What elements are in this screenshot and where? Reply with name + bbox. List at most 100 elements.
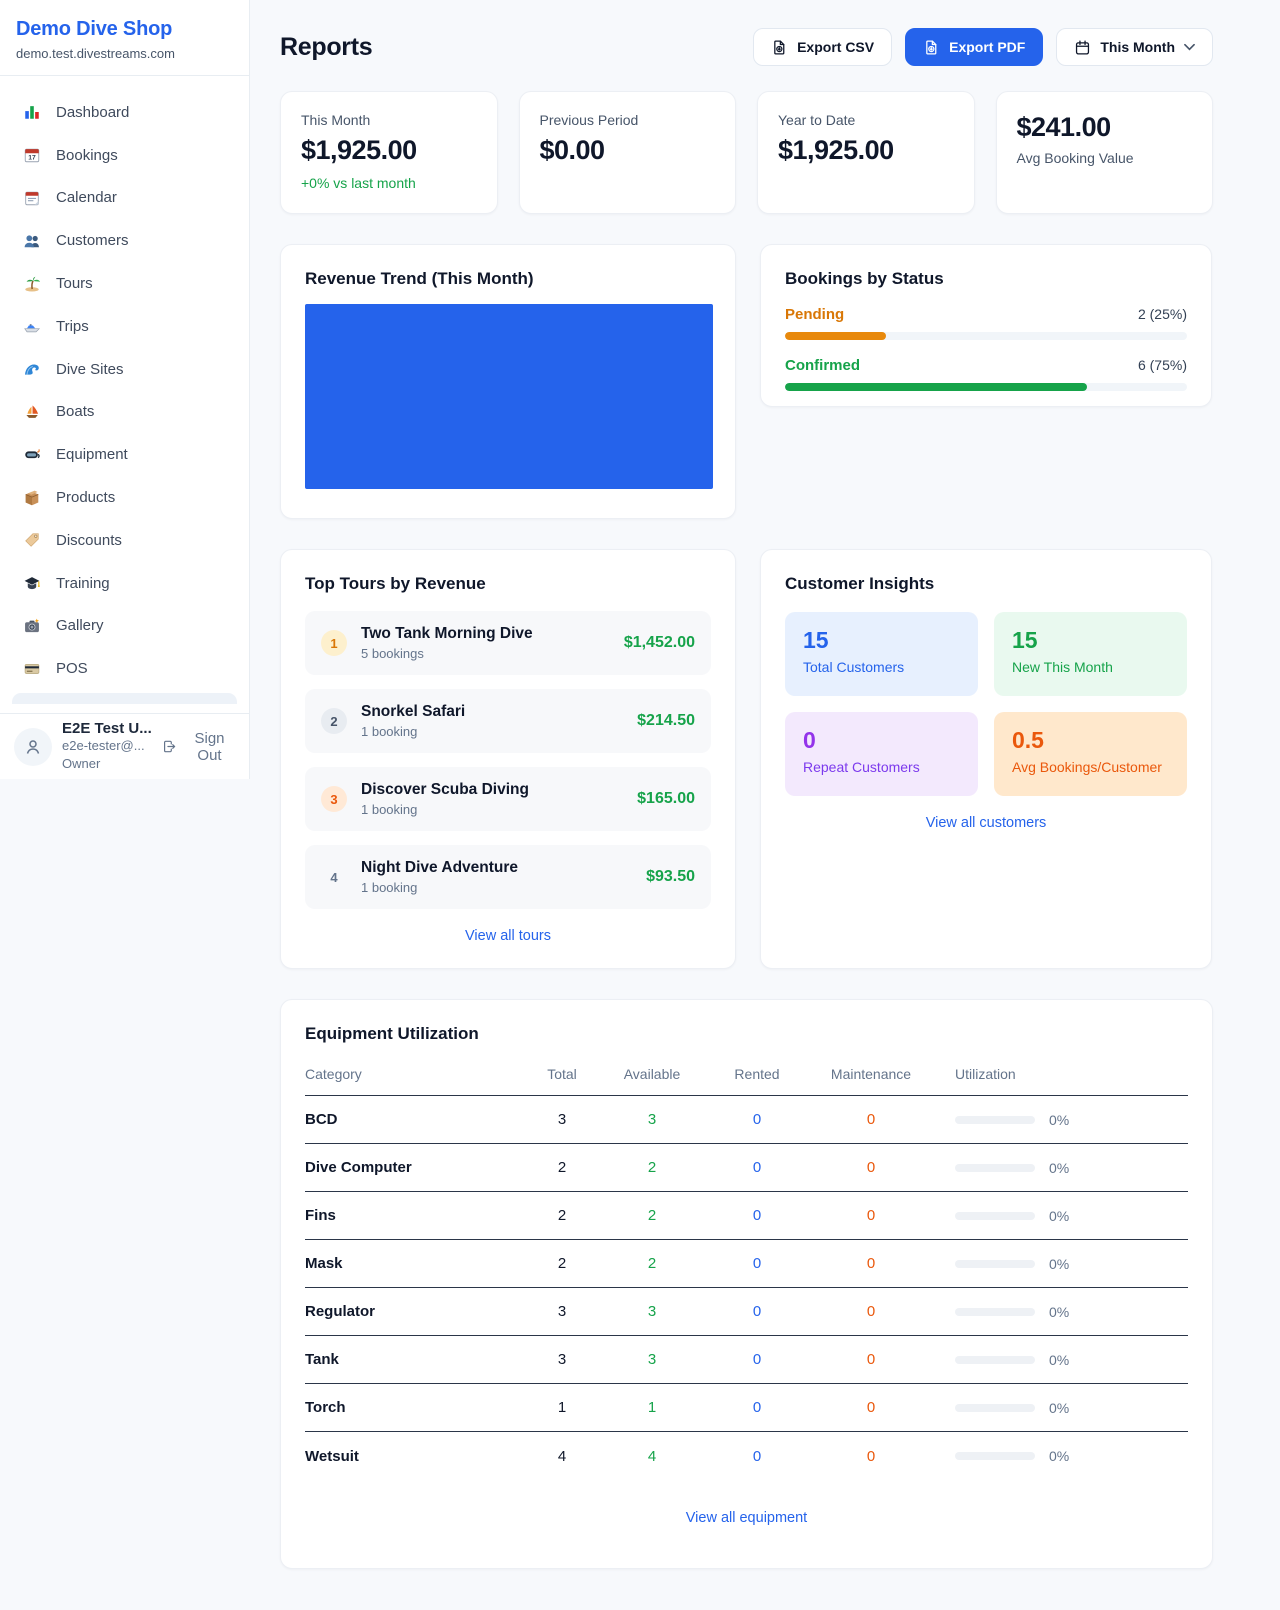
sidebar-item-gallery[interactable]: Gallery [12, 605, 237, 648]
sidebar-item-label: Boats [56, 403, 95, 421]
cell-rented: 0 [752, 1111, 762, 1128]
tour-bookings: 5 bookings [361, 646, 424, 661]
insight-value: 0 [803, 727, 816, 753]
rank-badge: 4 [330, 869, 338, 885]
table-row: Mask 2 2 0 0 0% [305, 1240, 1188, 1288]
sidebar-item-dashboard[interactable]: Dashboard [12, 91, 237, 134]
brand: Demo Dive Shop demo.test.divestreams.com [0, 0, 249, 76]
insight-tile: 15 Total Customers [785, 612, 978, 696]
cell-rented: 0 [752, 1399, 762, 1416]
insight-label: Total Customers [803, 659, 905, 675]
sidebar-item-trips[interactable]: Trips [12, 305, 237, 348]
cell-utilization: 0% [935, 1352, 1188, 1368]
status-bar-track [785, 332, 1187, 340]
table-row: Torch 1 1 0 0 0% [305, 1384, 1188, 1432]
cell-maintenance: 0 [866, 1303, 876, 1320]
brand-domain: demo.test.divestreams.com [16, 46, 175, 61]
graduation-cap-icon [22, 574, 42, 592]
stat-label: Year to Date [778, 112, 856, 128]
table-row: Dive Computer 2 2 0 0 0% [305, 1144, 1188, 1192]
tear-off-calendar-icon [22, 189, 42, 207]
sidebar-item-training[interactable]: Training [12, 562, 237, 605]
sidebar-item-customers[interactable]: Customers [12, 219, 237, 262]
sidebar-item-label: Training [56, 574, 110, 592]
cell-rented: 0 [752, 1207, 762, 1224]
stat-value: $0.00 [539, 135, 606, 165]
insight-tile: 0 Repeat Customers [785, 712, 978, 796]
column-header-category: Category [305, 1066, 362, 1082]
utilization-percent: 0% [1049, 1255, 1070, 1272]
tour-amount: $165.00 [637, 790, 695, 807]
file-download-icon [926, 39, 937, 55]
utilization-percent: 0% [1049, 1399, 1070, 1416]
export-csv-button[interactable]: Export CSV [753, 28, 893, 66]
view-all-customers-link[interactable]: View all customers [925, 815, 1047, 831]
view-all-tours-link[interactable]: View all tours [465, 928, 551, 944]
insight-value: 15 [1012, 627, 1038, 653]
table-row: Fins 2 2 0 0 0% [305, 1192, 1188, 1240]
utilization-bar-track [955, 1452, 1035, 1460]
cell-total: 3 [557, 1351, 567, 1368]
person-icon [26, 739, 40, 754]
bookings-by-status-title: Bookings by Status [785, 269, 944, 288]
sidebar-item-calendar[interactable]: Calendar [12, 177, 237, 220]
table-row: Wetsuit 4 4 0 0 0% [305, 1432, 1188, 1480]
status-value: 2 (25%) [1137, 306, 1187, 322]
stat-delta: +0% vs last month [301, 175, 416, 191]
cell-maintenance: 0 [866, 1351, 876, 1368]
tour-name: Snorkel Safari [361, 703, 466, 720]
tag-icon [22, 531, 42, 549]
tour-row: 3 Discover Scuba Diving 1 booking $165.0… [305, 767, 711, 831]
sidebar-item-boats[interactable]: Boats [12, 391, 237, 434]
stat-label: Previous Period [539, 112, 639, 128]
sidebar-item-tours[interactable]: Tours [12, 262, 237, 305]
sidebar-item-pos[interactable]: POS [12, 647, 237, 690]
status-bar-track [785, 383, 1187, 391]
sidebar-item-bookings[interactable]: Bookings [12, 134, 237, 177]
user-info: E2E Test U... e2e-tester@... Owner [62, 720, 152, 772]
rank-badge: 1 [321, 630, 347, 656]
sidebar-item-products[interactable]: Products [12, 476, 237, 519]
sidebar-nav: Dashboard Bookings Calendar Customers To… [0, 76, 249, 690]
sidebar-item-label: Bookings [56, 146, 118, 164]
cell-category: Torch [305, 1399, 346, 1416]
stat-label: This Month [301, 112, 371, 128]
cell-category: Wetsuit [305, 1447, 359, 1465]
stat-value: $1,925.00 [301, 135, 417, 165]
cell-utilization: 0% [935, 1304, 1188, 1320]
utilization-percent: 0% [1049, 1207, 1070, 1224]
tour-bookings: 1 booking [361, 724, 418, 739]
brand-name[interactable]: Demo Dive Shop [16, 18, 173, 40]
sidebar-item-discounts[interactable]: Discounts [12, 519, 237, 562]
sidebar-item-equipment[interactable]: Equipment [12, 433, 237, 476]
utilization-bar-track [955, 1115, 1035, 1124]
view-all-equipment-link[interactable]: View all equipment [685, 1510, 808, 1526]
insight-tiles: 15 Total Customers 15 New This Month 0 R… [785, 612, 1187, 796]
sailboat-icon [22, 403, 42, 421]
cell-maintenance: 0 [866, 1399, 876, 1416]
table-header: Category Total Available Rented Maintena… [305, 1052, 1188, 1096]
tour-name: Night Dive Adventure [361, 859, 519, 876]
status-row: Confirmed 6 (75%) [785, 357, 1187, 391]
export-pdf-button[interactable]: Export PDF [905, 28, 1044, 66]
sidebar-item-label: Trips [56, 317, 89, 335]
tour-row: 2 Snorkel Safari 1 booking $214.50 [305, 689, 711, 753]
cell-maintenance: 0 [866, 1207, 876, 1224]
cell-rented: 0 [752, 1159, 762, 1176]
utilization-percent: 0% [1049, 1159, 1070, 1176]
chevron-down-icon [1184, 43, 1195, 51]
period-dropdown[interactable]: This Month [1056, 28, 1213, 66]
status-label: Pending [785, 306, 845, 323]
calendar-icon [1076, 39, 1090, 55]
cell-total: 2 [557, 1255, 567, 1272]
stats-row: This Month $1,925.00 +0% vs last month P… [280, 91, 1213, 214]
tour-name: Discover Scuba Diving [361, 781, 529, 798]
sidebar-item-dive-sites[interactable]: Dive Sites [12, 348, 237, 391]
stat-label: Avg Booking Value [1016, 150, 1134, 166]
sidebar-item-partial-highlight[interactable] [12, 693, 237, 705]
cell-rented: 0 [752, 1255, 762, 1272]
top-tours-title: Top Tours by Revenue [305, 574, 486, 593]
sidebar-item-label: Gallery [56, 617, 104, 635]
sign-out-button[interactable]: Sign Out [162, 730, 235, 764]
tour-info: Discover Scuba Diving 1 booking [361, 781, 623, 817]
